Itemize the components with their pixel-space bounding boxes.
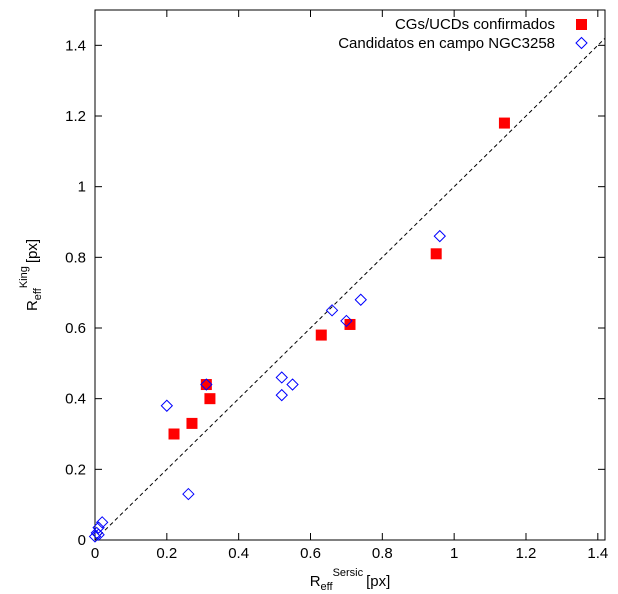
candidate-point bbox=[92, 521, 105, 534]
candidate-point bbox=[95, 516, 109, 529]
x-tick-label: 0.6 bbox=[300, 545, 321, 562]
y-tick-label: 0.4 bbox=[65, 391, 86, 408]
x-tick-label: 1.4 bbox=[587, 545, 608, 562]
x-axis-label-sup: Sersic bbox=[333, 567, 364, 579]
candidate-point bbox=[275, 388, 288, 402]
candidate-point bbox=[325, 304, 339, 317]
y-tick-label: 1.2 bbox=[65, 108, 86, 125]
y-axis-label-sub: eff bbox=[32, 287, 44, 300]
legend-marker-candidates bbox=[575, 36, 588, 50]
x-tick-label: 0.4 bbox=[228, 545, 249, 562]
confirmed-point bbox=[200, 379, 212, 391]
candidate-point bbox=[286, 378, 299, 391]
confirmed-point bbox=[430, 248, 442, 260]
confirmed-point bbox=[168, 428, 180, 440]
x-axis-label-base: R bbox=[310, 573, 321, 590]
reference-line-group bbox=[94, 37, 606, 541]
plot-frame bbox=[94, 9, 606, 541]
legend-label-candidates: Candidatos en campo NGC3258 bbox=[338, 35, 555, 52]
x-axis-label-sub: eff bbox=[321, 581, 334, 593]
candidate-point bbox=[182, 487, 195, 501]
x-tick-label: 1 bbox=[450, 545, 458, 562]
x-axis-label-unit: [px] bbox=[366, 573, 390, 590]
y-tick-label: 0.8 bbox=[65, 249, 86, 266]
x-tick-label: 0.2 bbox=[156, 545, 177, 562]
y-tick-label: 1.4 bbox=[65, 37, 86, 54]
x-axis-label: Reff Sersic [px] bbox=[310, 567, 391, 593]
y-tick-label: 1 bbox=[78, 179, 86, 196]
confirmed-point bbox=[186, 417, 198, 429]
x-tick-label: 1.2 bbox=[516, 545, 537, 562]
legend-label-confirmed: CGs/UCDs confirmados bbox=[395, 16, 555, 33]
candidate-point bbox=[275, 371, 288, 384]
axis-ticks: 0 0.2 0.4 0.6 0.8 1 1.2 1.4 0 0.2 0.4 0.6 0.8 1 1.2 1.4 bbox=[65, 10, 608, 562]
x-tick-label: 0 bbox=[91, 545, 99, 562]
candidate-point bbox=[88, 530, 102, 543]
x-tick-label: 0.8 bbox=[372, 545, 393, 562]
y-axis-label-unit: [px] bbox=[24, 239, 41, 263]
legend-marker-confirmed bbox=[576, 19, 587, 30]
candidate-point bbox=[160, 399, 174, 412]
candidate-point bbox=[92, 528, 105, 541]
confirmed-point bbox=[204, 393, 216, 405]
candidate-point bbox=[340, 314, 353, 328]
candidate-point bbox=[200, 378, 213, 391]
confirmed-point bbox=[344, 318, 356, 330]
confirmed-point bbox=[498, 117, 510, 129]
reference-line bbox=[94, 37, 606, 541]
y-axis-label-sup: King bbox=[18, 266, 30, 288]
y-axis-label-base: R bbox=[24, 300, 41, 311]
candidate-point bbox=[433, 229, 446, 243]
confirmed-point bbox=[315, 329, 327, 341]
y-tick-label: 0 bbox=[78, 532, 86, 549]
y-axis-label: ReffKing [px] bbox=[18, 239, 44, 311]
data-points bbox=[88, 117, 510, 543]
legend: CGs/UCDs confirmados Candidatos en campo… bbox=[338, 16, 588, 52]
y-tick-label: 0.2 bbox=[65, 461, 86, 478]
y-tick-label: 0.6 bbox=[65, 320, 86, 337]
candidate-point bbox=[354, 293, 367, 306]
